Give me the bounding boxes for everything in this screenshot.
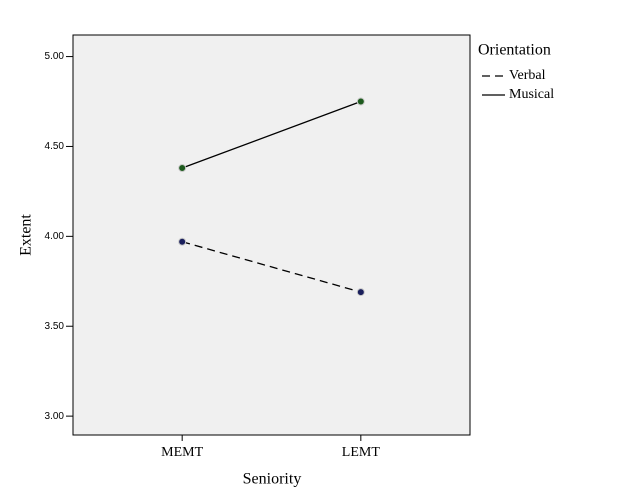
legend-title: Orientation bbox=[478, 42, 551, 59]
data-point bbox=[356, 97, 365, 106]
plot-area bbox=[72, 34, 471, 436]
series-line bbox=[181, 100, 362, 169]
y-axis-label: Extent bbox=[18, 214, 35, 256]
x-tick-label: MEMT bbox=[161, 445, 203, 460]
data-point bbox=[178, 237, 187, 246]
series-line bbox=[181, 241, 362, 293]
y-tick-label: 4.00 bbox=[45, 231, 65, 242]
legend-label: Musical bbox=[509, 87, 554, 102]
y-tick-label: 3.50 bbox=[45, 321, 65, 332]
data-point bbox=[178, 164, 187, 173]
y-tick-label: 4.50 bbox=[45, 141, 65, 152]
y-tick-label: 5.00 bbox=[45, 51, 65, 62]
x-axis-label: Seniority bbox=[243, 471, 302, 488]
data-point bbox=[356, 288, 365, 297]
x-tick-label: LEMT bbox=[342, 445, 381, 460]
legend-label: Verbal bbox=[509, 68, 546, 83]
y-tick-label: 3.00 bbox=[45, 411, 65, 422]
